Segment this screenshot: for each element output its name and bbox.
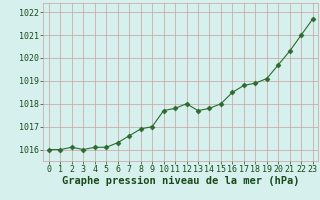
- X-axis label: Graphe pression niveau de la mer (hPa): Graphe pression niveau de la mer (hPa): [62, 176, 300, 186]
